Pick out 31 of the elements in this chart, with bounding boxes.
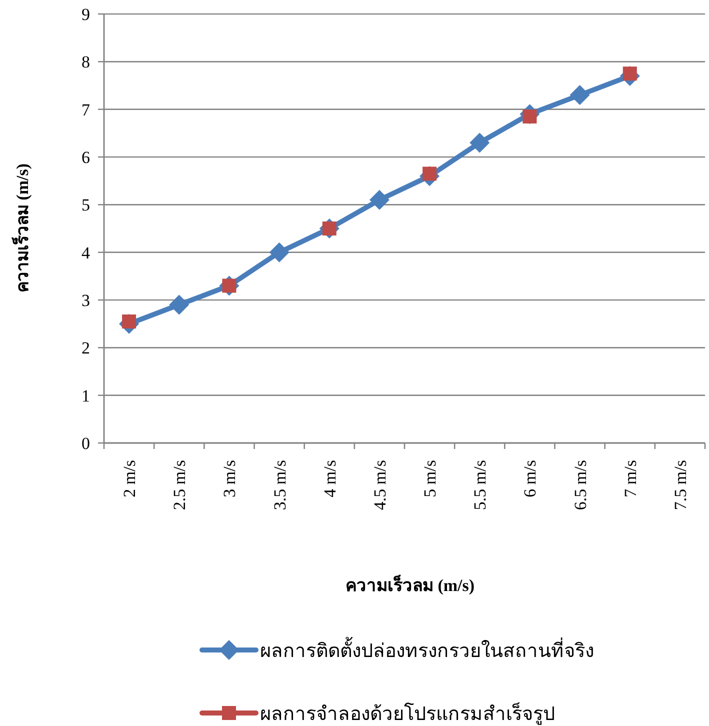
point [369, 190, 390, 210]
point [169, 294, 190, 315]
legend-label: ผลการติดตั้งปล่องทรงกรวยในสถานที่จริง [260, 637, 594, 662]
y-tick-label: 4 [82, 243, 90, 262]
y-tick-label: 5 [82, 196, 90, 215]
y-tick-label: 8 [82, 52, 90, 72]
y-tick-label: 9 [82, 5, 90, 24]
y-tick-label: 3 [82, 291, 90, 310]
x-tick-label: 7.5 m/s [670, 460, 690, 510]
x-axis-title: ความเร็วลม (m/s) [345, 573, 475, 595]
x-tick-label: 3 m/s [220, 460, 240, 498]
point [470, 132, 490, 153]
x-tick-label: 4.5 m/s [370, 460, 390, 510]
x-tick-label: 7 m/s [620, 460, 640, 498]
x-tick-label: 6.5 m/s [570, 460, 590, 510]
y-tick-label: 7 [82, 100, 90, 120]
y-axis-title: ความเร็วลม (m/s) [10, 163, 32, 293]
point [570, 85, 590, 106]
x-tick-label: 5 m/s [420, 460, 440, 498]
x-tick-label: 5.5 m/s [470, 460, 490, 510]
x-tick-label: 6 m/s [520, 460, 540, 498]
legend-label: ผลการจำลองด้วยโปรแกรมสำเร็จรูป [260, 701, 555, 725]
x-tick-label: 4 m/s [320, 460, 340, 498]
x-tick-label: 2.5 m/s [170, 460, 190, 510]
x-tick-label: 3.5 m/s [270, 460, 290, 510]
y-tick-label: 1 [82, 386, 90, 406]
y-tick-label: 2 [82, 338, 90, 358]
y-tick-label: 6 [82, 148, 90, 167]
point [269, 242, 290, 262]
y-tick-label: 0 [82, 434, 90, 453]
x-tick-label: 2 m/s [120, 460, 140, 498]
